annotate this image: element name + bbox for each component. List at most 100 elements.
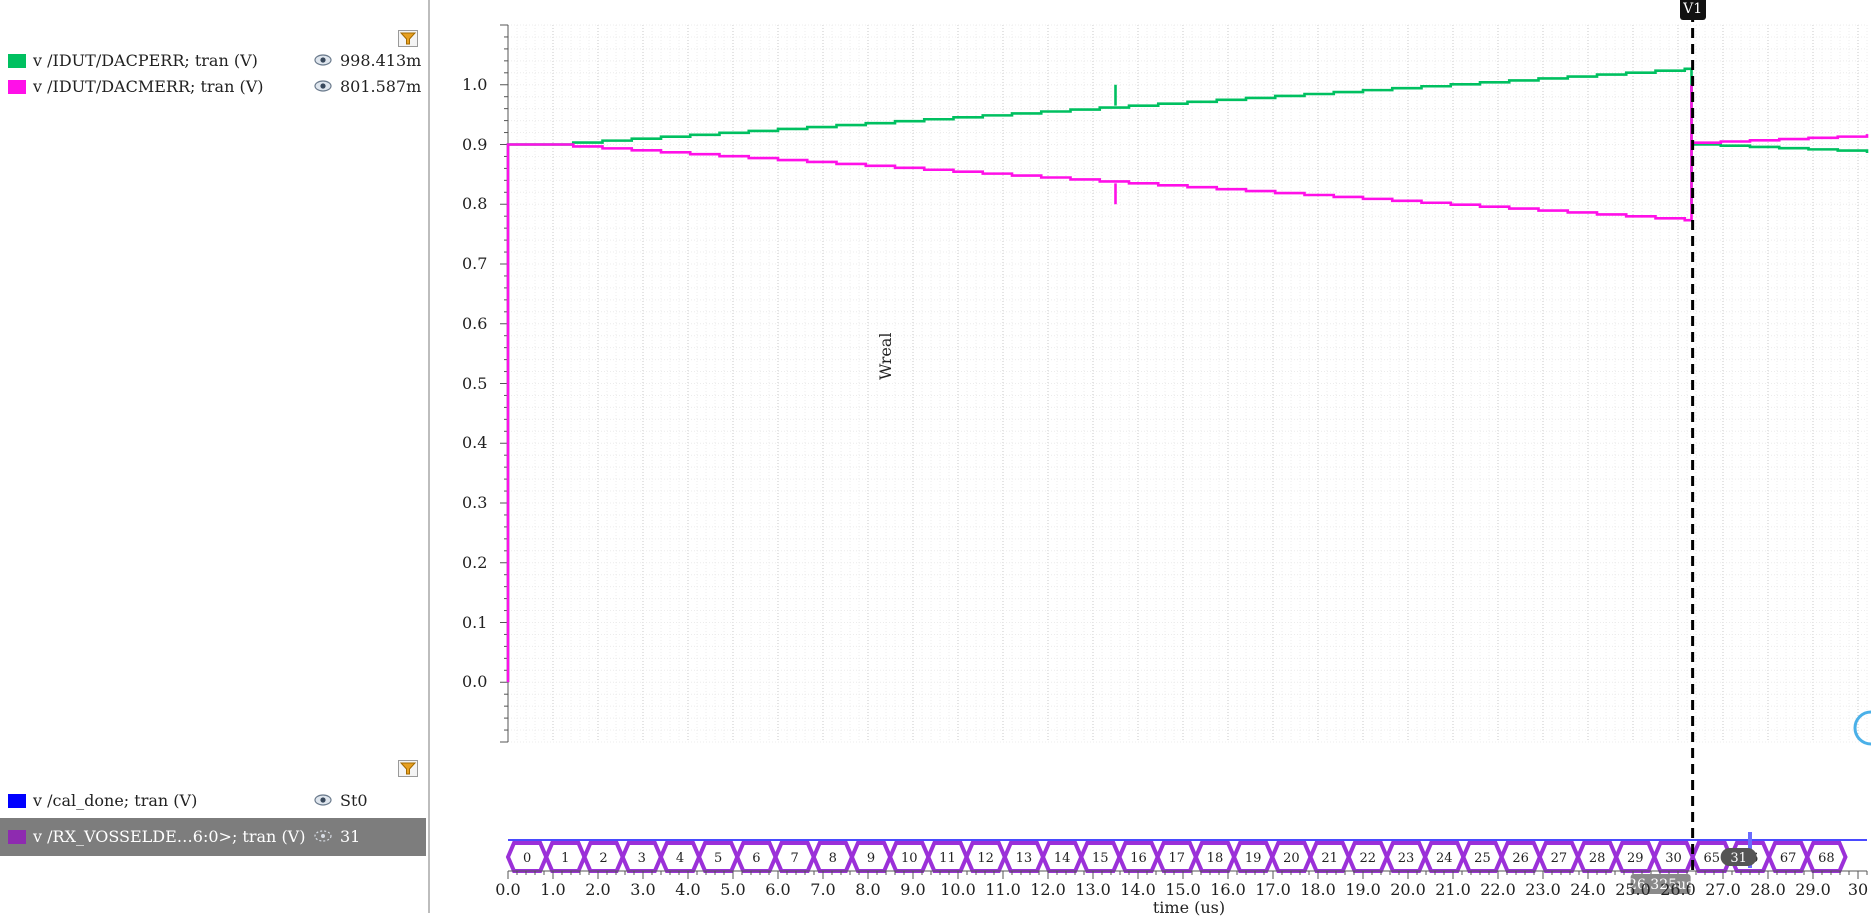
x-tick-label: 2.0 bbox=[585, 880, 611, 899]
cursor-time-badge bbox=[1630, 874, 1691, 894]
signal-value: 998.413m bbox=[340, 51, 422, 70]
x-tick-label: 29.0 bbox=[1795, 880, 1831, 899]
bus-value: 12 bbox=[977, 851, 994, 866]
legend-row-cal-done[interactable]: v /cal_done; tran (V) St0 bbox=[0, 784, 426, 820]
bus-marker-badge bbox=[1720, 848, 1757, 866]
waveform-canvas[interactable]: 0 1 2 3 4 5 6 7 8 9 10 11 12 13 14 15 16 17 18 19 20 21 22 23 24… bbox=[430, 0, 1871, 913]
bus-value: 8 bbox=[829, 851, 837, 866]
bus-value: 20 bbox=[1283, 851, 1300, 866]
color-swatch bbox=[8, 794, 26, 808]
y-axis-label: Wreal bbox=[876, 332, 895, 381]
x-tick-label: 26.0 bbox=[1660, 880, 1696, 899]
bus-value: 7 bbox=[790, 851, 798, 866]
x-tick-label: 9.0 bbox=[900, 880, 926, 899]
y-tick-label: 0.5 bbox=[462, 373, 488, 393]
bus-value: 24 bbox=[1436, 851, 1453, 866]
x-tick-label: 22.0 bbox=[1480, 880, 1516, 899]
x-tick-label: 30 bbox=[1847, 880, 1869, 899]
y-tick-label: 0.0 bbox=[462, 672, 488, 692]
bus-value: 3 bbox=[638, 851, 646, 866]
x-tick-label: 7.0 bbox=[810, 880, 836, 899]
signal-value: 31 bbox=[340, 827, 361, 846]
y-tick-label: 0.3 bbox=[462, 493, 488, 512]
signal-value: 801.587m bbox=[340, 77, 422, 96]
eye-icon[interactable] bbox=[314, 793, 332, 807]
bus-value: 5 bbox=[714, 851, 722, 866]
bus-value: 67 bbox=[1780, 851, 1797, 866]
cursor-v1-handle[interactable]: V1 bbox=[1679, 0, 1706, 20]
y-tick-label: 0.1 bbox=[462, 612, 488, 632]
bus-value: 0 bbox=[523, 851, 531, 866]
x-tick-label: 28.0 bbox=[1750, 880, 1786, 899]
legend-row-rx-vosselde[interactable]: v /RX_VOSSELDE…6:0>; tran (V) 31 bbox=[0, 818, 426, 856]
y-tick-label: 0.4 bbox=[462, 433, 488, 453]
y-tick-label: 0.9 bbox=[462, 134, 488, 154]
bus-value: 9 bbox=[867, 851, 875, 866]
filter-icon[interactable] bbox=[398, 760, 418, 777]
bus-value: 21 bbox=[1321, 851, 1338, 866]
x-tick-label: 1.0 bbox=[540, 880, 566, 899]
signal-value: St0 bbox=[340, 791, 368, 810]
color-swatch bbox=[8, 830, 26, 844]
x-tick-label: 10.0 bbox=[940, 880, 976, 899]
x-tick-label: 14.0 bbox=[1120, 880, 1156, 899]
x-axis-label: time (us) bbox=[1152, 898, 1226, 917]
signal-legend-panel: v /IDUT/DACPERR; tran (V) 998.413m v /ID… bbox=[0, 0, 430, 913]
bus-value: 19 bbox=[1245, 851, 1262, 866]
bus-value: 16 bbox=[1130, 851, 1147, 866]
bus-value: 18 bbox=[1207, 851, 1224, 866]
y-tick-label: 0.2 bbox=[462, 552, 488, 572]
x-tick-label: 24.0 bbox=[1570, 880, 1606, 899]
x-tick-label: 15.0 bbox=[1165, 880, 1201, 899]
eye-icon[interactable] bbox=[314, 79, 332, 93]
bus-value: 11 bbox=[939, 851, 956, 866]
x-tick-label: 4.0 bbox=[675, 880, 701, 899]
bus-value: 30 bbox=[1665, 851, 1682, 866]
y-tick-label: 0.6 bbox=[462, 313, 488, 333]
x-tick-label: 23.0 bbox=[1525, 880, 1561, 899]
scroll-indicator bbox=[1853, 710, 1871, 746]
bus-value: 17 bbox=[1168, 851, 1185, 866]
bus-marker-label: 31 bbox=[1730, 851, 1747, 866]
bus-value: 10 bbox=[901, 851, 918, 866]
waveform-plot-area[interactable]: 0 1 2 3 4 5 6 7 8 9 10 11 12 13 14 15 16 17 18 19 20 21 22 23 24… bbox=[430, 0, 1871, 917]
x-tick-label: 16.0 bbox=[1210, 880, 1246, 899]
filter-icon[interactable] bbox=[398, 30, 418, 47]
y-tick-label: 0.8 bbox=[462, 194, 488, 214]
signal-name: v /cal_done; tran (V) bbox=[33, 791, 198, 810]
x-tick-label: 21.0 bbox=[1435, 880, 1471, 899]
x-tick-label: 17.0 bbox=[1255, 880, 1291, 899]
bus-value: 2 bbox=[599, 851, 607, 866]
trace-dacmerr bbox=[506, 84, 1869, 683]
eye-icon[interactable] bbox=[314, 53, 332, 67]
bus-value: 22 bbox=[1360, 851, 1377, 866]
bus-value: 6 bbox=[752, 851, 760, 866]
x-tick-label: 5.0 bbox=[720, 880, 746, 899]
trace-dacperr bbox=[506, 67, 1869, 683]
signal-name: v /IDUT/DACPERR; tran (V) bbox=[33, 51, 258, 70]
bus-value: 14 bbox=[1054, 851, 1071, 866]
bus-value: 28 bbox=[1589, 851, 1606, 866]
x-tick-label: 20.0 bbox=[1390, 880, 1426, 899]
bus-value: 27 bbox=[1551, 851, 1568, 866]
bus-value: 4 bbox=[676, 851, 684, 866]
cursor-time-label: 26.325us bbox=[1628, 877, 1693, 893]
x-tick-label: 11.0 bbox=[985, 880, 1021, 899]
x-tick-label: 13.0 bbox=[1075, 880, 1111, 899]
y-tick-label: 0.7 bbox=[462, 254, 488, 273]
color-swatch bbox=[8, 80, 26, 94]
bus-value: 1 bbox=[561, 851, 569, 866]
x-tick-label: 27.0 bbox=[1705, 880, 1741, 899]
bus-value: 23 bbox=[1398, 851, 1415, 866]
eye-icon[interactable] bbox=[314, 829, 332, 843]
bus-value: 13 bbox=[1016, 851, 1033, 866]
signal-name: v /IDUT/DACMERR; tran (V) bbox=[33, 77, 264, 96]
bus-value: 15 bbox=[1092, 851, 1109, 866]
color-swatch bbox=[8, 54, 26, 68]
bus-value: 65 bbox=[1703, 851, 1720, 866]
bus-value: 29 bbox=[1627, 851, 1644, 866]
legend-row-dacperr[interactable]: v /IDUT/DACPERR; tran (V) 998.413m bbox=[0, 44, 426, 80]
x-tick-label: 19.0 bbox=[1345, 880, 1381, 899]
x-tick-label: 18.0 bbox=[1300, 880, 1336, 899]
legend-row-dacmerr[interactable]: v /IDUT/DACMERR; tran (V) 801.587m bbox=[0, 70, 426, 106]
